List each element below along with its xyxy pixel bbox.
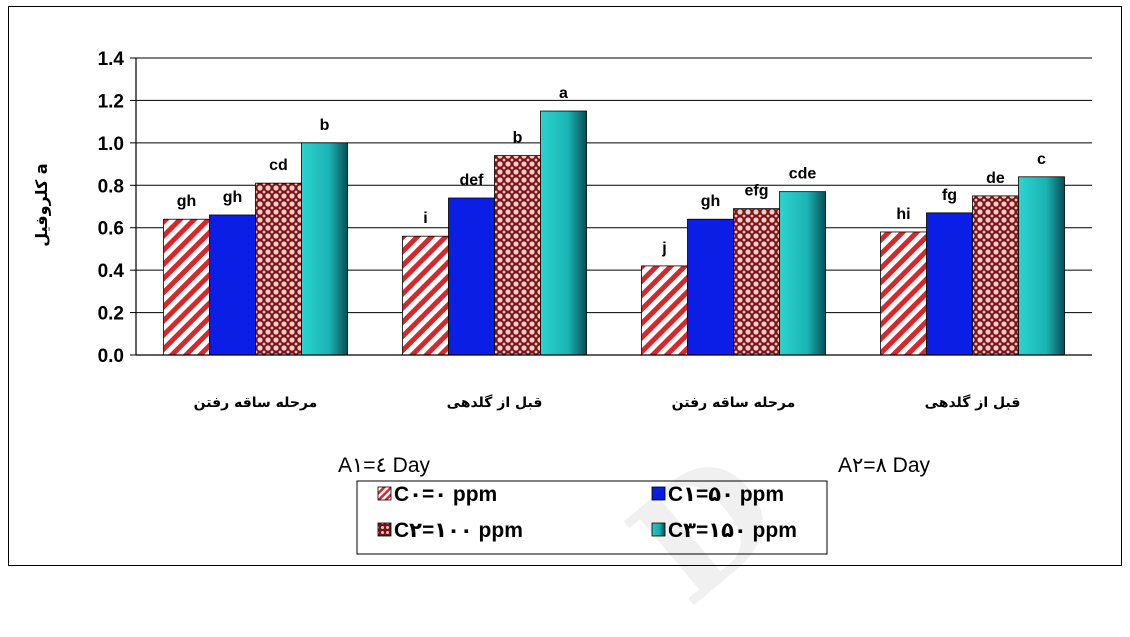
bar (494, 155, 541, 356)
legend-label: C۳=۱۵۰ ppm (668, 519, 797, 542)
y-tick-label: 0.6 (98, 219, 124, 240)
y-tick-label: 1.4 (98, 49, 125, 70)
bar-significance-label: cd (269, 157, 288, 174)
bar-significance-label: cde (789, 166, 817, 183)
y-axis-title: کلروفیل a (32, 163, 51, 246)
bar-significance-label: b (513, 130, 523, 147)
y-tick-label: 0.0 (98, 346, 124, 367)
bar (163, 218, 210, 356)
legend-swatch (377, 522, 392, 537)
bar-significance-label: a (559, 85, 568, 102)
group-label-a2: A۲=٨ Day (838, 454, 931, 477)
bars (163, 110, 1065, 356)
bar (540, 110, 587, 356)
bar-significance-label: gh (701, 193, 721, 210)
legend-box (356, 480, 828, 555)
bar-significance-label: b (320, 117, 330, 134)
category-label: مرحله ساقه رفتن (672, 395, 796, 411)
category-labels: مرحله ساقه رفتن قبل از گلدهی مرحله ساقه رف… (194, 394, 1021, 411)
bar (926, 212, 973, 356)
bar (687, 218, 734, 356)
bar-significance-label: efg (745, 183, 769, 200)
bar (402, 235, 449, 356)
bar-significance-label: i (423, 210, 427, 227)
y-tick-labels: 0.0 0.2 0.4 0.6 0.8 1.0 1.2 1.4 (98, 49, 125, 367)
legend-swatch (651, 522, 666, 537)
bar-significance-label: gh (223, 189, 243, 206)
axes (135, 58, 1092, 356)
bar-significance-label: gh (177, 193, 197, 210)
bar (972, 195, 1019, 356)
category-label: مرحله ساقه رفتن (194, 395, 318, 411)
bar (301, 142, 348, 356)
bar-significance-label: fg (942, 187, 957, 204)
bar-significance-label: de (986, 170, 1005, 187)
y-tick-label: 0.2 (98, 304, 124, 325)
bar (641, 265, 688, 356)
legend-label: C۱=۵۰ ppm (668, 483, 784, 506)
y-tick-label: 1.2 (98, 91, 124, 112)
y-tick-label: 0.8 (98, 176, 124, 197)
category-label: قبل از گلدهی (447, 394, 543, 411)
y-tick-label: 1.0 (98, 134, 124, 155)
legend-swatch (651, 486, 666, 501)
bar-labels: gh gh cd b i def b a j gh efg cde hi fg de c (177, 85, 1046, 257)
bar-significance-label: hi (896, 206, 910, 223)
legend-label: C۲=۱۰۰ ppm (394, 519, 523, 542)
group-label-a1: A۱=٤ Day (338, 454, 431, 477)
category-label: قبل از گلدهی (925, 394, 1021, 411)
bar-significance-label: c (1037, 151, 1046, 168)
bar (255, 182, 302, 356)
bar (1018, 176, 1065, 356)
bar-significance-label: def (460, 172, 485, 189)
bar (209, 214, 256, 356)
bar (779, 191, 826, 356)
legend-label: C۰=۰ ppm (394, 483, 497, 506)
bar (733, 208, 780, 356)
bar (880, 231, 927, 356)
bar (448, 197, 495, 356)
bar-significance-label: j (661, 240, 666, 257)
chart-frame (8, 6, 1122, 566)
legend-swatch (377, 486, 392, 501)
y-tick-label: 0.4 (98, 261, 125, 282)
legend: C۰=۰ ppm C۱=۵۰ ppm C۲=۱۰۰ ppm C۳=۱۵۰ ppm (356, 480, 828, 555)
